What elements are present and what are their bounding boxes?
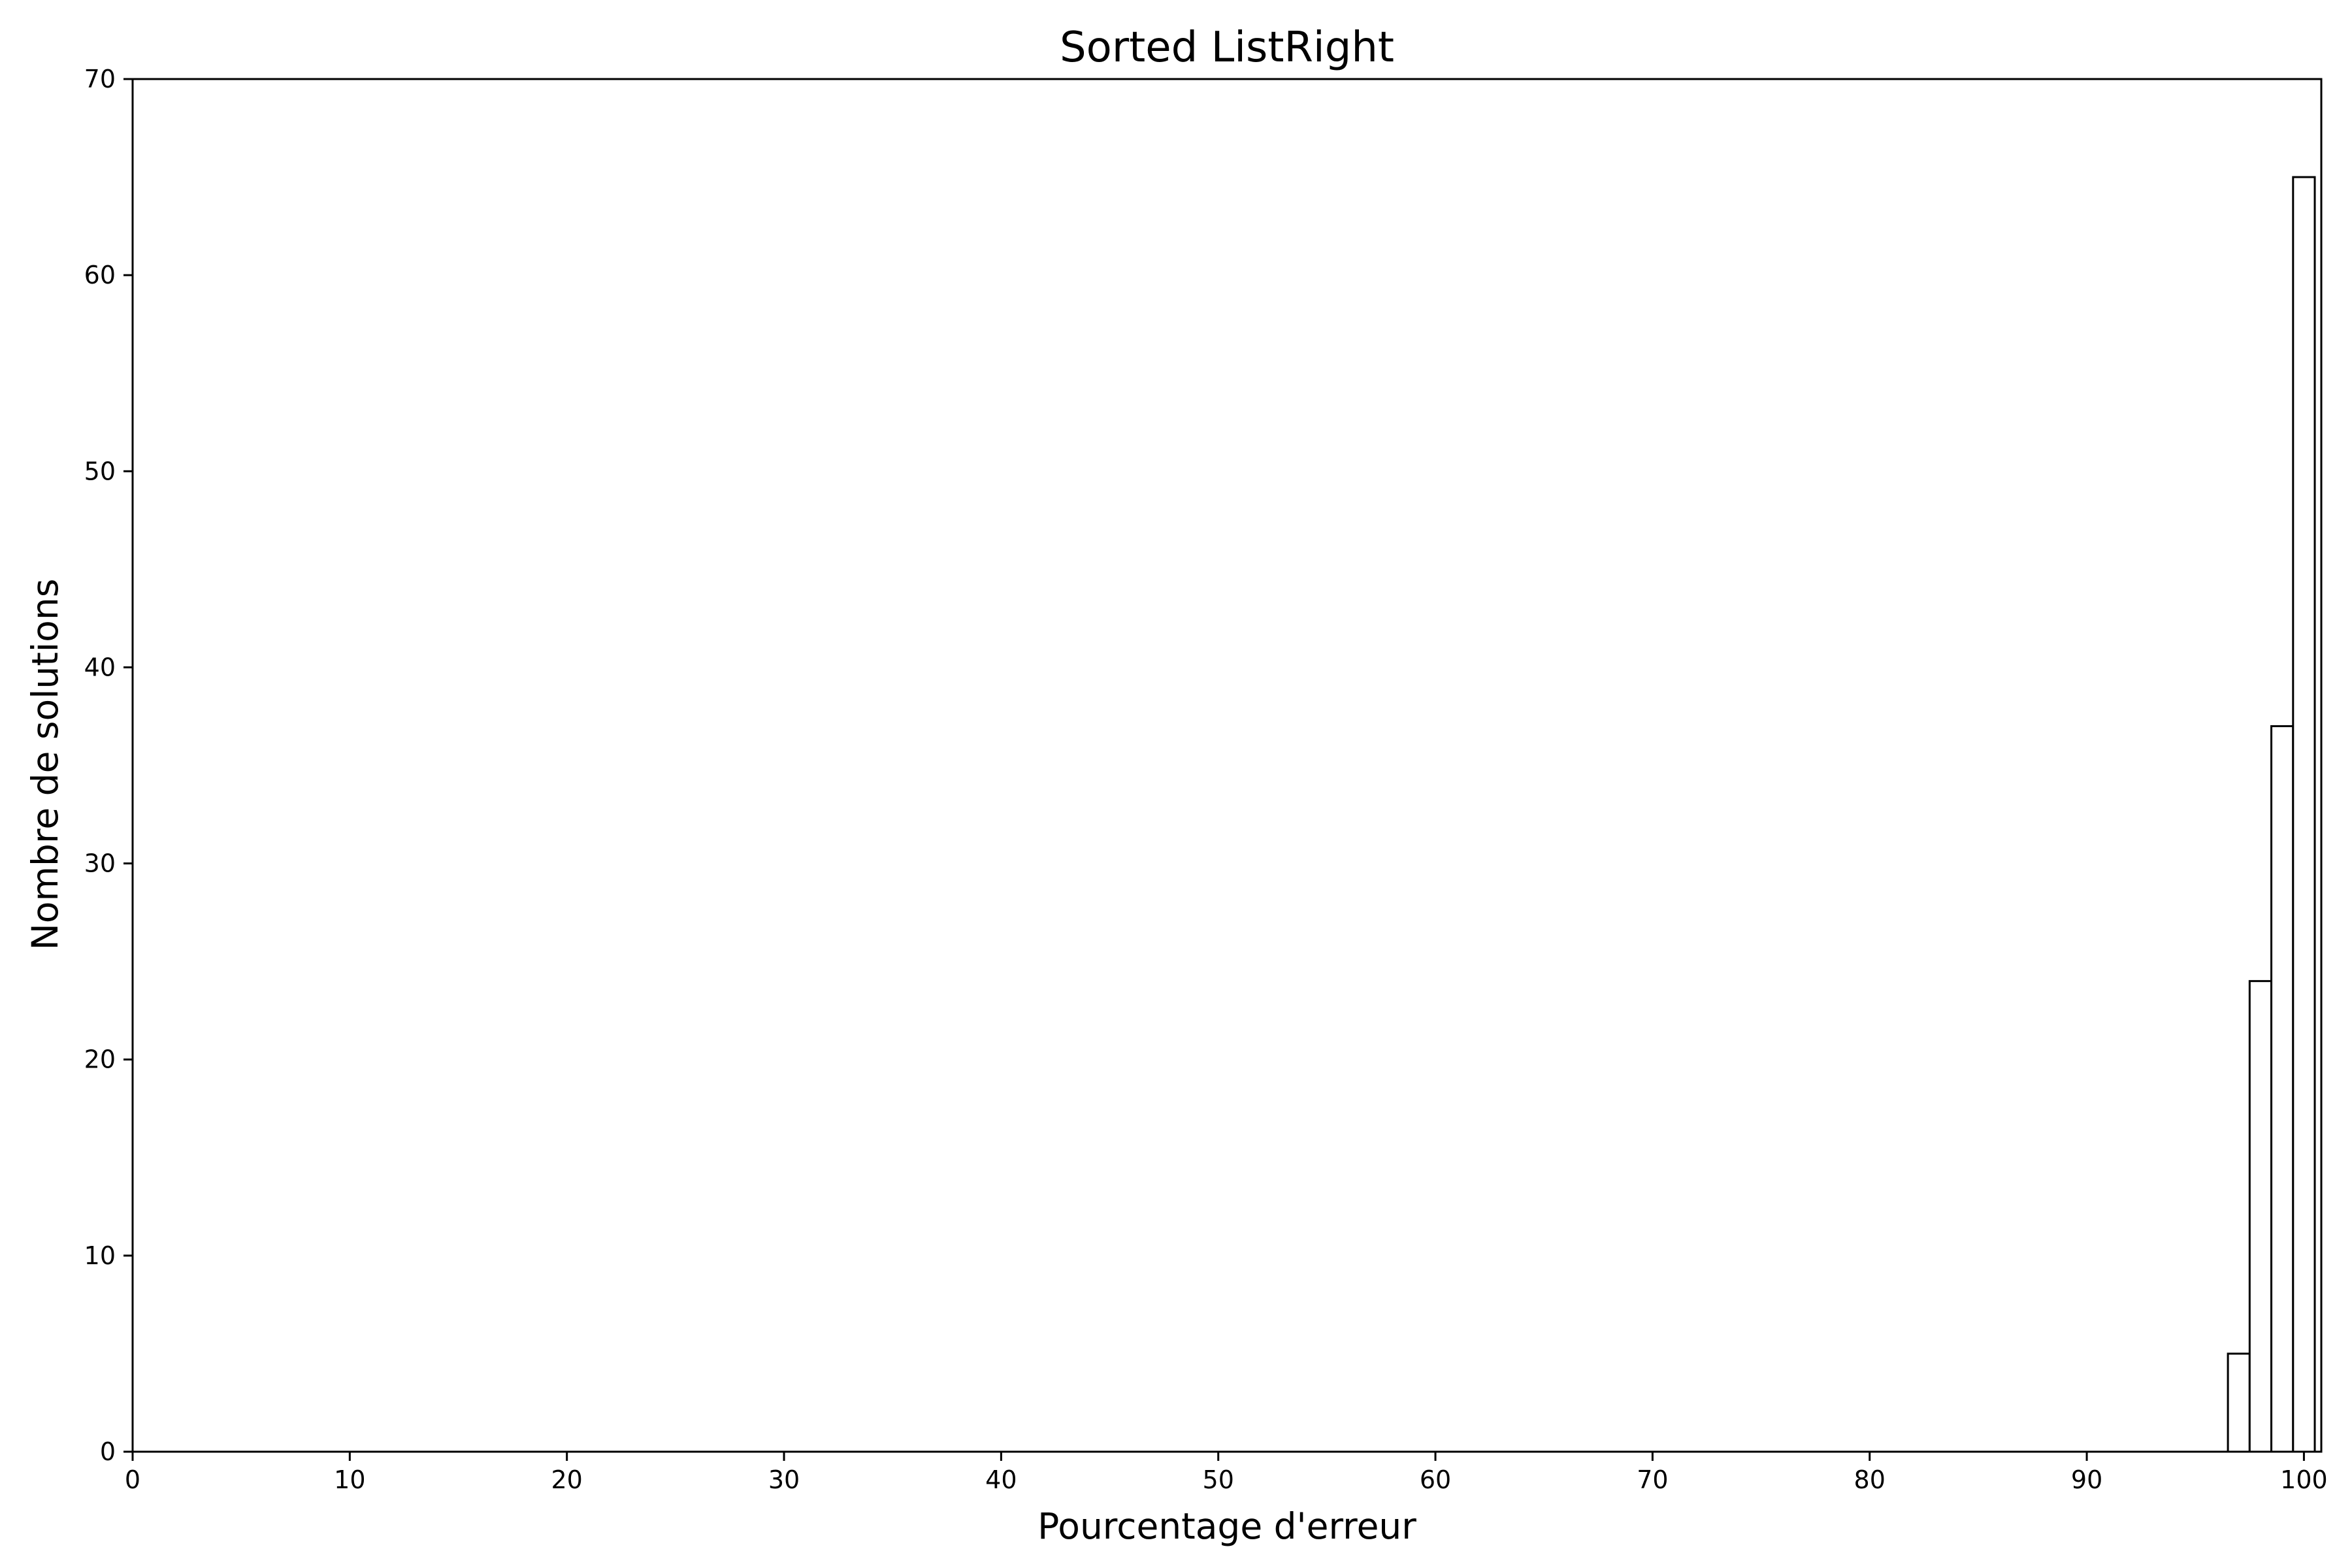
y-axis-label: Nombre de solutions: [24, 579, 66, 951]
histogram-bar-0: [2227, 1352, 2251, 1453]
x-axis-label: Pourcentage d'erreur: [1037, 1505, 1416, 1547]
histogram-bar-3: [2292, 176, 2316, 1453]
y-tick-label: 20: [84, 1045, 116, 1074]
x-axis-ticks: 0 10 20 30 40 50 60 70 80 90 100: [125, 1452, 2328, 1494]
x-tick-label: 50: [1203, 1465, 1234, 1494]
x-tick-label: 30: [768, 1465, 800, 1494]
x-tick-label: 100: [2280, 1465, 2328, 1494]
y-tick-label: 50: [84, 457, 116, 485]
chart-title: Sorted ListRight: [1060, 24, 1394, 72]
y-tick-label: 70: [84, 65, 116, 93]
y-tick-label: 40: [84, 653, 116, 681]
histogram-bar-1: [2248, 980, 2273, 1453]
x-tick-label: 80: [1854, 1465, 1886, 1494]
plot-frame: [131, 78, 2323, 1453]
x-tick-label: 60: [1420, 1465, 1451, 1494]
x-tick-label: 0: [125, 1465, 140, 1494]
x-tick-label: 20: [551, 1465, 583, 1494]
x-tick-label: 90: [2071, 1465, 2102, 1494]
y-tick-label: 30: [84, 849, 116, 878]
x-tick-label: 40: [985, 1465, 1017, 1494]
y-tick-label: 60: [84, 261, 116, 289]
y-axis-ticks: 0 10 20 30 40 50 60 70: [84, 65, 133, 1466]
x-tick-label: 70: [1637, 1465, 1668, 1494]
x-tick-label: 10: [334, 1465, 365, 1494]
y-tick-label: 10: [84, 1241, 116, 1270]
bars-group: [2227, 176, 2316, 1453]
y-tick-label: 0: [100, 1437, 116, 1466]
histogram-bar-2: [2270, 725, 2295, 1453]
